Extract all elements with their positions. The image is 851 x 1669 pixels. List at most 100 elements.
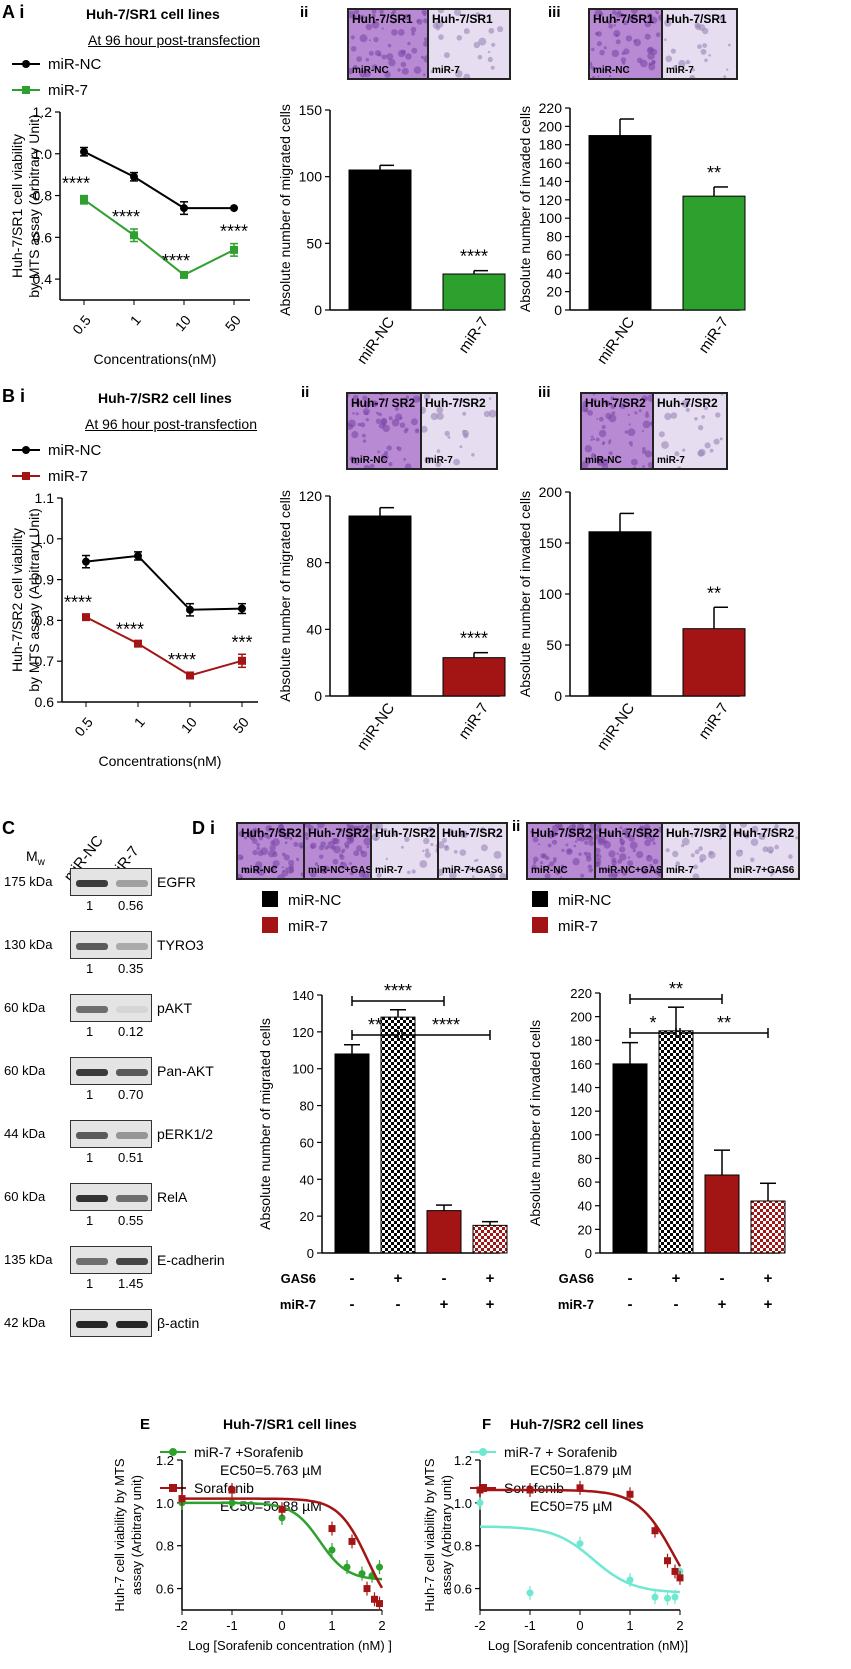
cell-dot: [372, 13, 376, 18]
micrograph-condition: miR-NC: [352, 65, 389, 76]
cell-dot: [704, 442, 711, 449]
cell-dot: [377, 450, 381, 454]
cell-dot: [269, 844, 276, 852]
cell-dot: [611, 411, 616, 415]
gas6-sign: +: [486, 1270, 495, 1287]
cell-dot: [630, 10, 638, 14]
cell-dot: [592, 68, 596, 72]
cell-dot: [728, 43, 731, 47]
y-tick-label: 200: [539, 118, 563, 134]
cell-dot: [591, 453, 596, 458]
micrograph-texture: [430, 10, 504, 78]
cell-dot: [739, 849, 743, 853]
cell-dot: [463, 73, 471, 78]
micrograph-condition: miR-NC+GAS6: [598, 865, 663, 876]
bar: [704, 1174, 740, 1254]
cell-dot: [647, 52, 655, 60]
y-axis-label-group: Absolute number of migrated cells: [277, 490, 293, 702]
cell-dot: [436, 406, 444, 414]
cell-dot: [388, 58, 396, 67]
significance-label: ****: [162, 251, 190, 271]
cell-dot: [623, 48, 630, 55]
y-tick-label: 120: [299, 488, 323, 504]
data-point: [651, 1527, 659, 1535]
data-point: [664, 1594, 671, 1602]
cell-dot: [603, 46, 607, 50]
cell-dot: [359, 869, 364, 874]
micrograph-tile: Huh-7/SR2 miR-NC+GAS6: [305, 824, 372, 878]
panel-label-b: B i: [2, 386, 26, 406]
cell-dot: [424, 456, 432, 464]
cell-dot: [431, 836, 434, 839]
data-point: [228, 1499, 236, 1507]
y-axis-label-group: Absolute number of invaded cells: [517, 491, 533, 697]
micrograph-condition: miR-NC: [351, 455, 388, 466]
cell-dot: [438, 34, 444, 40]
fit-curve: [182, 1497, 384, 1589]
cell-dot: [595, 826, 602, 833]
blot-mw: 60 kDa: [4, 1000, 46, 1015]
y-tick-label: 120: [570, 1104, 592, 1119]
data-point: [130, 231, 138, 240]
bar: [658, 1030, 694, 1254]
cell-dot: [453, 850, 458, 854]
y-tick-label: 0: [585, 1246, 592, 1261]
bar: [348, 515, 412, 697]
data-point: [238, 656, 246, 665]
cell-dot: [608, 439, 612, 443]
x-tick-label: 1: [131, 714, 148, 730]
cell-dot: [762, 846, 768, 853]
blot-protein: Pan-AKT: [157, 1063, 214, 1079]
panel-label-d: D i: [192, 818, 216, 838]
micrograph-label: Huh-7/SR1: [666, 12, 727, 26]
y-tick-label: 1.0: [156, 1496, 174, 1511]
data-point: [576, 1484, 584, 1492]
cell-dot: [283, 832, 291, 840]
blot-mw: 135 kDa: [4, 1252, 53, 1267]
cell-dot: [405, 395, 410, 399]
cell-dot: [605, 400, 611, 407]
y-axis-label-group: Huh-7/SR2 cell viability by MTS assay (Ar…: [9, 508, 42, 692]
blot-mw: 175 kDa: [4, 874, 53, 889]
blot-band: [70, 1183, 152, 1211]
cell-dot: [316, 827, 320, 831]
cell-dot: [255, 861, 263, 869]
data-point: [230, 245, 238, 254]
cell-dot: [607, 20, 611, 25]
cell-dot: [591, 47, 595, 52]
micrograph-b-ii: Huh-7/ SR2 miR-NC Huh-7/SR2 miR-7: [346, 392, 498, 470]
y-tick-label: 80: [306, 555, 322, 571]
x-tick-label: -1: [524, 1618, 536, 1633]
panel-label-e: E: [140, 1416, 151, 1433]
data-point: [526, 1589, 534, 1597]
cell-dot: [256, 842, 260, 847]
cell-dot: [675, 834, 679, 838]
legend-label: miR-NC: [558, 892, 611, 909]
cell-dot: [375, 418, 382, 424]
cell-dot: [702, 43, 708, 48]
data-point: [134, 551, 142, 560]
cell-dot: [284, 841, 288, 845]
cell-dot: [359, 14, 365, 21]
blot-row: 175 kDa EGFR 1 0.56: [0, 868, 250, 928]
band-signal: [76, 1195, 108, 1202]
cell-dot: [387, 43, 392, 48]
cell-dot: [380, 394, 383, 396]
cell-dot: [681, 837, 690, 846]
blot-band: [70, 1309, 152, 1337]
cell-dot: [587, 864, 593, 870]
cell-dot: [719, 824, 727, 831]
y-axis-label: Huh-7/SR1 cell viability: [9, 134, 25, 278]
micrograph-tile: Huh-7/SR1 miR-NC: [349, 10, 429, 78]
significance-label: **: [707, 163, 721, 183]
cell-dot: [604, 68, 607, 71]
cell-dot: [616, 859, 622, 864]
cell-dot: [295, 857, 300, 862]
cell-dot: [621, 870, 627, 876]
cell-dot: [642, 420, 651, 429]
band-signal: [116, 1195, 148, 1202]
y-tick-label: 40: [578, 1199, 592, 1214]
blot-row: 130 kDa TYRO3 1 0.35: [0, 931, 250, 991]
data-point: [626, 1576, 634, 1584]
cell-dot: [462, 429, 466, 434]
